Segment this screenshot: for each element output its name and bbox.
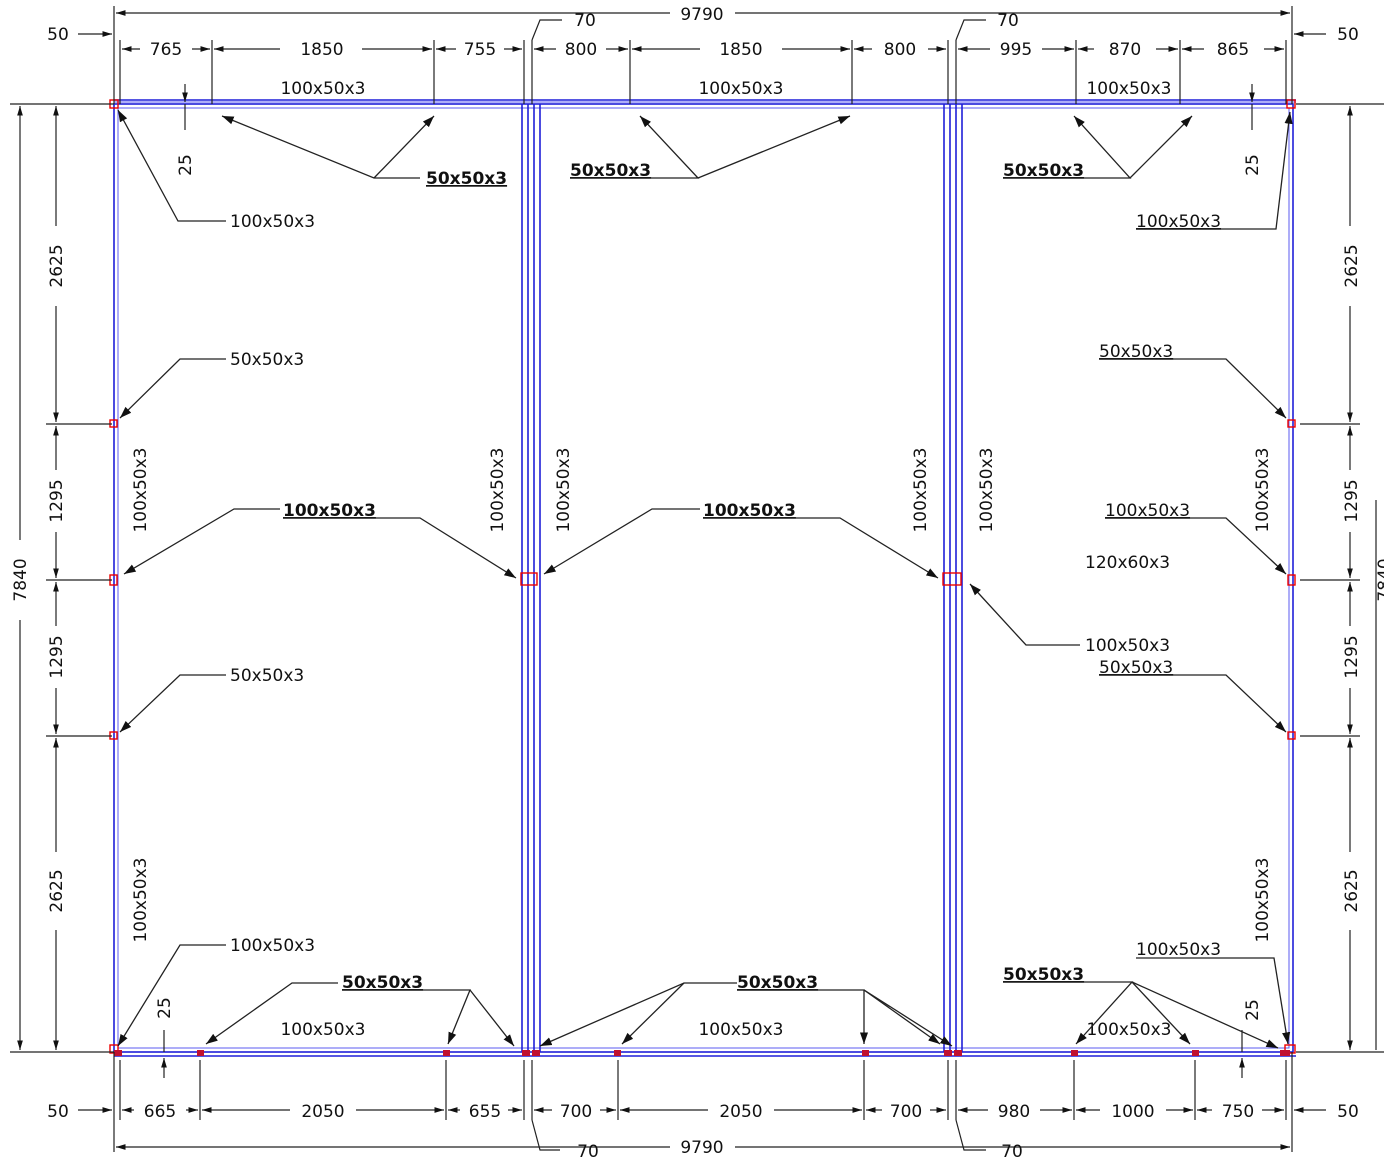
label-right-mid: 100x50x3 <box>1105 501 1190 521</box>
dim-bottom-seg-8: 1000 <box>1111 1102 1154 1122</box>
dim-bottom-seg-1: 665 <box>144 1102 176 1122</box>
dim-top-seg-1: 765 <box>150 40 182 60</box>
dim-top-end-right: 50 <box>1337 25 1359 45</box>
label-left-brace-lower: 50x50x3 <box>230 666 304 686</box>
dim-bottom-seg-2: 2050 <box>301 1102 344 1122</box>
dim-bottom-offset-right: 25 <box>1243 999 1263 1021</box>
dim-top-gap-right: 70 <box>997 11 1019 31</box>
dim-top-gap-left: 70 <box>574 11 596 31</box>
label-col-left-lower: 100x50x3 <box>131 857 151 942</box>
dim-top-seg-9: 865 <box>1217 40 1249 60</box>
top-dimensions: 9790 765 1850 755 800 <box>47 5 1359 176</box>
label-mid-bay2: 100x50x3 <box>703 501 796 521</box>
dim-bottom-seg-6: 700 <box>890 1102 922 1122</box>
dim-bottom-gap-right: 70 <box>1001 1142 1023 1158</box>
dim-right-total-cut: 7840 <box>1375 558 1384 601</box>
label-corner-bottom-left: 100x50x3 <box>230 936 315 956</box>
dim-top-end-left: 50 <box>47 25 69 45</box>
dim-left-total: 7840 <box>11 558 31 601</box>
label-mid-bay1: 100x50x3 <box>283 501 376 521</box>
label-col-right-lower: 100x50x3 <box>1253 857 1273 942</box>
right-dimensions: 2625 1295 1295 2625 7840 <box>1300 106 1384 1050</box>
label-int2-node: 100x50x3 <box>1085 636 1170 656</box>
dim-top-seg-2: 1850 <box>300 40 343 60</box>
dim-top-offset-right: 25 <box>1243 154 1263 176</box>
label-purlin-bottom-bay1: 50x50x3 <box>342 973 423 993</box>
dim-bottom-offset-left: 25 <box>155 997 175 1019</box>
dim-right-seg-3: 1295 <box>1342 635 1362 678</box>
label-corner-top-left: 100x50x3 <box>230 212 315 232</box>
dim-left-seg-3: 1295 <box>47 635 67 678</box>
label-right-brace-upper: 50x50x3 <box>1099 342 1173 362</box>
dim-bottom-seg-5: 2050 <box>719 1102 762 1122</box>
dim-bottom-end-left: 50 <box>47 1102 69 1122</box>
dim-right-seg-1: 2625 <box>1342 244 1362 287</box>
dim-left-seg-4: 2625 <box>47 869 67 912</box>
left-dimensions: 7840 2625 1295 1295 2625 <box>11 106 112 1050</box>
dim-bottom-seg-3: 655 <box>469 1102 501 1122</box>
bottom-dimensions: 9790 665 2050 655 700 2050 <box>47 997 1359 1158</box>
label-bottom-chord-1: 100x50x3 <box>280 1020 365 1040</box>
label-corner-bottom-right: 100x50x3 <box>1136 940 1221 960</box>
label-left-brace-upper: 50x50x3 <box>230 350 304 370</box>
dim-right-seg-2: 1295 <box>1342 479 1362 522</box>
label-120x60x3: 120x60x3 <box>1085 553 1170 573</box>
label-right-brace-lower: 50x50x3 <box>1099 658 1173 678</box>
dim-right-seg-4: 2625 <box>1342 869 1362 912</box>
dim-top-offset-left: 25 <box>176 154 196 176</box>
dim-top-total: 9790 <box>680 5 723 25</box>
label-corner-top-right: 100x50x3 <box>1136 212 1221 232</box>
dim-bottom-gap-left: 70 <box>577 1142 599 1158</box>
label-top-chord-3: 100x50x3 <box>1086 79 1171 99</box>
dim-top-seg-5: 1850 <box>719 40 762 60</box>
label-top-chord-2: 100x50x3 <box>698 79 783 99</box>
label-bottom-chord-3: 100x50x3 <box>1086 1020 1171 1040</box>
label-purlin-top-bay2: 50x50x3 <box>570 161 651 181</box>
frame-nodes <box>109 99 1296 1056</box>
label-purlin-bottom-bay3: 50x50x3 <box>1003 965 1084 985</box>
dim-bottom-total: 9790 <box>680 1138 723 1158</box>
dim-top-seg-7: 995 <box>1000 40 1032 60</box>
label-purlin-top-bay1: 50x50x3 <box>426 169 507 189</box>
label-col-right-upper: 100x50x3 <box>1253 447 1273 532</box>
dim-bottom-seg-4: 700 <box>560 1102 592 1122</box>
label-col-int2-b: 100x50x3 <box>977 447 997 532</box>
label-col-int2-a: 100x50x3 <box>911 447 931 532</box>
dim-bottom-seg-7: 980 <box>998 1102 1030 1122</box>
label-col-int1-a: 100x50x3 <box>488 447 508 532</box>
dim-top-seg-6: 800 <box>884 40 916 60</box>
frame-outline <box>113 99 1296 1057</box>
label-top-chord-1: 100x50x3 <box>280 79 365 99</box>
dim-left-seg-2: 1295 <box>47 479 67 522</box>
label-purlin-top-bay3: 50x50x3 <box>1003 161 1084 181</box>
member-labels: 100x50x3 100x50x3 100x50x3 100x50x3 100x… <box>117 79 1293 1049</box>
label-col-int1-b: 100x50x3 <box>554 447 574 532</box>
label-bottom-chord-2: 100x50x3 <box>698 1020 783 1040</box>
label-col-left-upper: 100x50x3 <box>131 447 151 532</box>
label-purlin-bottom-bay2: 50x50x3 <box>737 973 818 993</box>
dim-top-seg-8: 870 <box>1109 40 1141 60</box>
dim-bottom-end-right: 50 <box>1337 1102 1359 1122</box>
dim-bottom-seg-9: 750 <box>1222 1102 1254 1122</box>
dim-left-seg-1: 2625 <box>47 244 67 287</box>
dim-top-seg-3: 755 <box>464 40 496 60</box>
dim-top-seg-4: 800 <box>565 40 597 60</box>
